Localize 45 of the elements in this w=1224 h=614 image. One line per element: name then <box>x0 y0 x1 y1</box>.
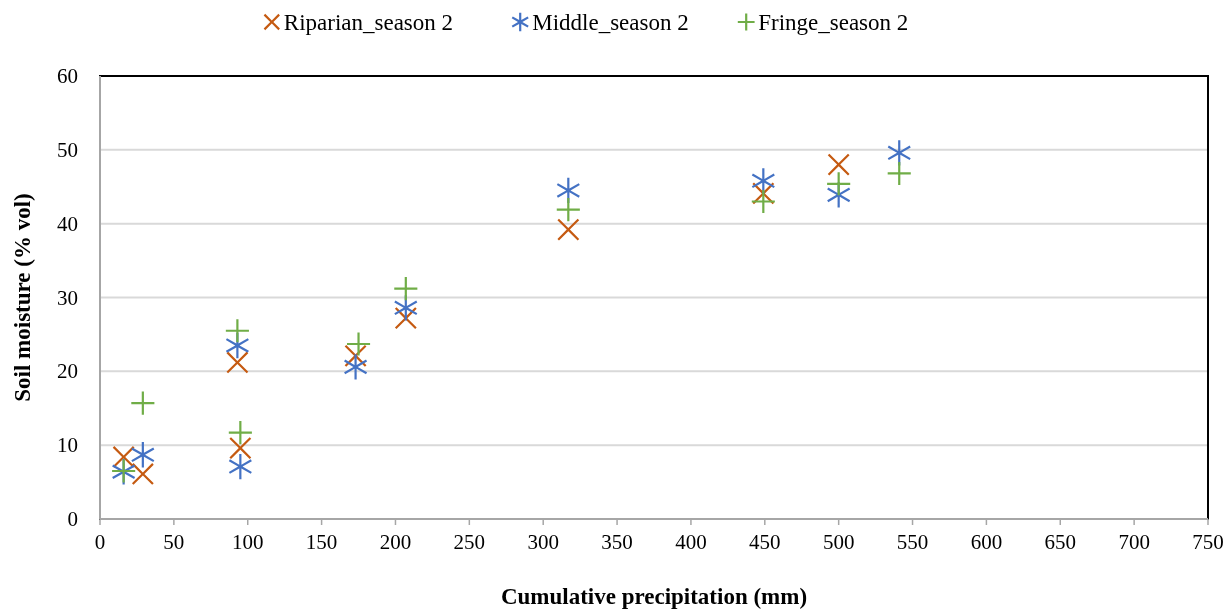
y-axis-title: Soil moisture (% vol) <box>10 193 35 402</box>
point <box>131 391 155 415</box>
x-tick-label: 750 <box>1192 530 1224 554</box>
point <box>887 161 911 186</box>
y-tick-label: 60 <box>57 64 78 88</box>
x-tick-label: 400 <box>675 530 707 554</box>
y-tick-label: 30 <box>57 285 78 310</box>
x-tick-label: 350 <box>601 530 633 554</box>
point <box>228 453 252 480</box>
x-tick-label: 550 <box>896 530 929 554</box>
x-tick-label: 50 <box>163 530 185 554</box>
y-tick-label: 20 <box>57 359 78 384</box>
x-tick-label: 700 <box>1118 530 1150 554</box>
point <box>226 351 249 374</box>
x-tick-label: 200 <box>379 530 412 554</box>
point <box>751 189 775 214</box>
x-tick-label: 500 <box>822 530 855 554</box>
x-tick-label: 100 <box>231 530 264 554</box>
x-tick-label: 150 <box>305 530 338 554</box>
point <box>827 172 851 196</box>
point <box>557 218 580 241</box>
x-tick-label: 600 <box>970 530 1003 554</box>
point <box>344 354 368 380</box>
x-tick-label: 250 <box>453 530 486 554</box>
point <box>225 319 249 343</box>
x-tick-label: 450 <box>749 530 781 554</box>
y-tick-label: 40 <box>57 211 78 236</box>
legend-label: Middle_season 2 <box>532 10 689 35</box>
legend-label: Fringe_season 2 <box>758 10 909 35</box>
y-tick-label: 10 <box>57 433 78 458</box>
y-tick-label: 0 <box>67 507 78 531</box>
point <box>556 198 580 222</box>
point <box>229 437 252 460</box>
y-tick-label: 50 <box>57 137 78 162</box>
point <box>131 463 154 485</box>
point <box>827 153 850 176</box>
x-axis-title: Cumulative precipitation (mm) <box>500 584 808 609</box>
x-tick-label: 0 <box>94 530 106 554</box>
point <box>228 421 252 445</box>
point <box>346 332 371 356</box>
x-tick-label: 300 <box>527 530 559 554</box>
point <box>394 277 418 301</box>
legend-label: Riparian_season 2 <box>283 10 454 35</box>
point <box>131 442 155 468</box>
x-tick-label: 650 <box>1044 530 1077 554</box>
